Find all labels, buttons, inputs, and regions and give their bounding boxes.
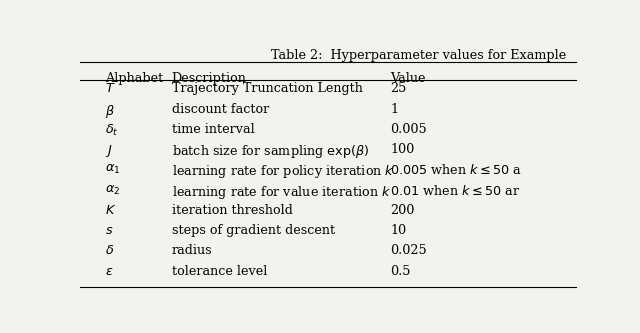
Text: Description: Description <box>172 72 246 85</box>
Text: Value: Value <box>390 72 426 85</box>
Text: iteration threshold: iteration threshold <box>172 204 292 217</box>
Text: 100: 100 <box>390 143 414 156</box>
Text: $T$: $T$ <box>105 82 115 95</box>
Text: Alphabet: Alphabet <box>105 72 163 85</box>
Text: $\epsilon$: $\epsilon$ <box>105 265 113 278</box>
Text: 1: 1 <box>390 103 398 116</box>
Text: $J$: $J$ <box>105 143 112 159</box>
Text: $0.01$ when $k \leq 50$ ar: $0.01$ when $k \leq 50$ ar <box>390 183 520 197</box>
Text: time interval: time interval <box>172 123 255 136</box>
Text: Table 2:  Hyperparameter values for Example: Table 2: Hyperparameter values for Examp… <box>271 49 566 62</box>
Text: Trajectory Truncation Length: Trajectory Truncation Length <box>172 82 363 95</box>
Text: 10: 10 <box>390 224 406 237</box>
Text: $0.005$ when $k \leq 50$ a: $0.005$ when $k \leq 50$ a <box>390 163 522 177</box>
Text: discount factor: discount factor <box>172 103 269 116</box>
Text: learning rate for policy iteration $k$: learning rate for policy iteration $k$ <box>172 163 394 180</box>
Text: 25: 25 <box>390 82 406 95</box>
Text: $\alpha_1$: $\alpha_1$ <box>105 163 120 176</box>
Text: 0.005: 0.005 <box>390 123 427 136</box>
Text: $\delta$: $\delta$ <box>105 244 114 257</box>
Text: radius: radius <box>172 244 212 257</box>
Text: $s$: $s$ <box>105 224 113 237</box>
Text: batch size for sampling $\exp(\beta)$: batch size for sampling $\exp(\beta)$ <box>172 143 369 160</box>
Text: 0.025: 0.025 <box>390 244 427 257</box>
Text: $K$: $K$ <box>105 204 116 217</box>
Text: $\alpha_2$: $\alpha_2$ <box>105 183 120 197</box>
Text: $\beta$: $\beta$ <box>105 103 115 120</box>
Text: 0.5: 0.5 <box>390 265 410 278</box>
Text: tolerance level: tolerance level <box>172 265 267 278</box>
Text: steps of gradient descent: steps of gradient descent <box>172 224 335 237</box>
Text: 200: 200 <box>390 204 414 217</box>
Text: learning rate for value iteration $k$: learning rate for value iteration $k$ <box>172 183 391 200</box>
Text: $\delta_t$: $\delta_t$ <box>105 123 118 138</box>
